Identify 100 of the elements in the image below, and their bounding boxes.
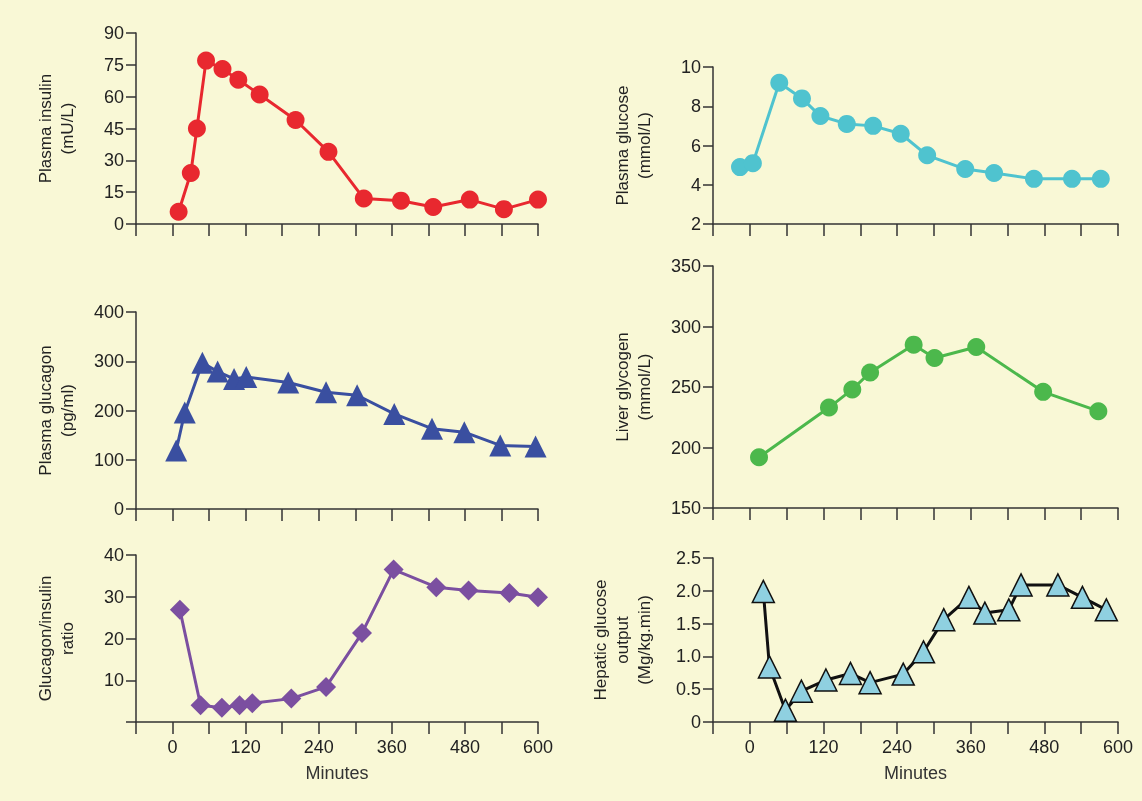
point [229, 70, 248, 89]
point [499, 582, 520, 603]
point [967, 338, 986, 357]
x-tick-label: 120 [808, 737, 839, 757]
y-tick-label: 2.5 [675, 548, 701, 568]
point [918, 146, 937, 165]
point [281, 688, 302, 709]
point [751, 579, 776, 604]
point [770, 73, 789, 92]
y-tick-label: 0 [113, 499, 124, 519]
x-tick-label: 0 [167, 737, 178, 757]
y-tick-label: 2 [690, 214, 701, 234]
point [861, 363, 880, 382]
x-axis-title: Minutes [883, 763, 948, 783]
point [351, 623, 372, 644]
x-tick-label: 120 [230, 737, 261, 757]
y-axis-title: Plasma glucose (mmol/L) [612, 85, 654, 206]
point [354, 189, 373, 208]
point [814, 668, 838, 692]
point [426, 577, 447, 598]
y-axis-title: Plasma glucagon (pg/ml) [35, 345, 77, 476]
point [391, 191, 410, 210]
x-tick-label: 0 [744, 737, 755, 757]
point [757, 655, 782, 679]
point [191, 351, 214, 374]
point [190, 695, 211, 716]
point [242, 693, 263, 714]
y-tick-label: 15 [103, 182, 124, 203]
x-tick-label: 240 [882, 737, 913, 757]
y-tick-label: 300 [93, 351, 124, 372]
point [1046, 573, 1070, 597]
point [206, 360, 229, 383]
point [494, 200, 513, 219]
point [197, 51, 216, 70]
y-tick-label: 6 [690, 135, 701, 156]
point [793, 89, 811, 108]
point [173, 401, 196, 424]
point [864, 116, 883, 135]
point [773, 698, 798, 722]
x-tick-label: 600 [522, 737, 554, 757]
y-tick-label: 4 [690, 174, 701, 195]
point [1094, 598, 1119, 622]
point [858, 670, 882, 695]
y-tick-label: 1.0 [675, 646, 701, 667]
point [424, 198, 443, 217]
x-axis-title: Minutes [305, 763, 369, 783]
y-tick-label: 100 [93, 449, 124, 470]
y-tick-label: 0.5 [675, 679, 701, 700]
point [315, 381, 338, 404]
point [1009, 573, 1033, 597]
point [211, 697, 232, 718]
y-tick-label: 0 [690, 712, 701, 732]
point [985, 163, 1004, 182]
x-tick-label: 360 [955, 737, 986, 757]
y-axis-title: Plasma insulin (mU/L) [35, 73, 77, 184]
point [383, 402, 406, 425]
point [277, 371, 300, 394]
point [743, 154, 762, 173]
point [458, 580, 479, 601]
point [421, 417, 444, 440]
point [956, 160, 975, 179]
x-tick-label: 480 [449, 737, 480, 757]
point [165, 439, 188, 462]
point [1063, 169, 1081, 188]
y-tick-label: 75 [103, 54, 124, 75]
point [286, 111, 305, 130]
y-tick-label: 10 [680, 57, 701, 77]
y-tick-label: 90 [103, 23, 124, 43]
y-tick-label: 20 [103, 628, 124, 649]
point [529, 190, 547, 209]
y-tick-label: 30 [103, 586, 124, 607]
y-axis-title: Hepatic glucose output (Mg/kg.min) [590, 579, 654, 701]
y-tick-label: 250 [670, 377, 701, 397]
point [489, 434, 512, 457]
point [843, 380, 862, 399]
point [957, 585, 981, 610]
point [460, 190, 479, 209]
point [911, 640, 936, 664]
y-tick-label: 300 [670, 316, 701, 337]
point [838, 661, 863, 686]
point [789, 679, 814, 703]
point [1089, 402, 1108, 421]
y-tick-label: 45 [103, 118, 124, 139]
point [169, 599, 190, 620]
point [1024, 169, 1043, 188]
y-tick-label: 200 [670, 437, 701, 458]
point [316, 676, 337, 697]
x-tick-label: 600 [1102, 737, 1134, 757]
y-axis-title: Liver glycogen (mmol/L) [612, 332, 654, 442]
point [837, 114, 856, 133]
point [528, 587, 548, 608]
point [904, 335, 923, 354]
y-tick-label: 150 [670, 498, 701, 518]
point [820, 398, 838, 417]
point [346, 384, 369, 407]
point [973, 601, 997, 625]
y-tick-label: 1.5 [675, 613, 701, 634]
point [453, 421, 476, 444]
point [925, 348, 944, 367]
y-tick-label: 350 [670, 256, 701, 276]
